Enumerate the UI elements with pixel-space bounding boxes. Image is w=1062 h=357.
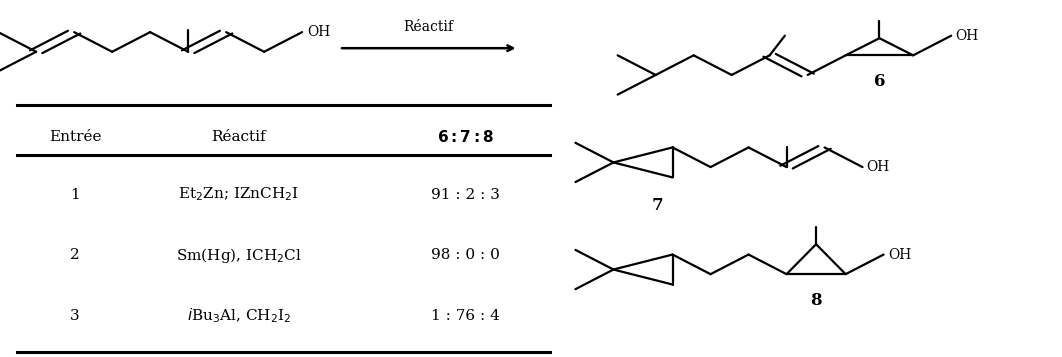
Text: 1: 1 (70, 187, 80, 202)
Text: 8: 8 (810, 292, 822, 309)
Text: OH: OH (956, 29, 979, 43)
Text: 98 : 0 : 0: 98 : 0 : 0 (431, 248, 500, 262)
Text: OH: OH (307, 25, 330, 39)
Text: Réactif: Réactif (404, 20, 453, 34)
Text: 1 : 76 : 4: 1 : 76 : 4 (431, 309, 500, 323)
Text: $i$Bu$_3$Al, CH$_2$I$_2$: $i$Bu$_3$Al, CH$_2$I$_2$ (187, 307, 291, 325)
Text: $\mathbf{6 : 7 : 8}$: $\mathbf{6 : 7 : 8}$ (438, 130, 494, 145)
Text: Sm(Hg), ICH$_2$Cl: Sm(Hg), ICH$_2$Cl (175, 246, 302, 265)
Text: Réactif: Réactif (211, 130, 267, 145)
Text: 3: 3 (70, 309, 80, 323)
Text: OH: OH (867, 160, 890, 174)
Text: OH: OH (888, 247, 911, 262)
Text: 2: 2 (70, 248, 80, 262)
Text: 6: 6 (874, 73, 885, 90)
Text: 7: 7 (652, 197, 664, 214)
Text: 91 : 2 : 3: 91 : 2 : 3 (431, 187, 500, 202)
Text: Et$_2$Zn; IZnCH$_2$I: Et$_2$Zn; IZnCH$_2$I (178, 186, 299, 203)
Text: Entrée: Entrée (49, 130, 102, 145)
